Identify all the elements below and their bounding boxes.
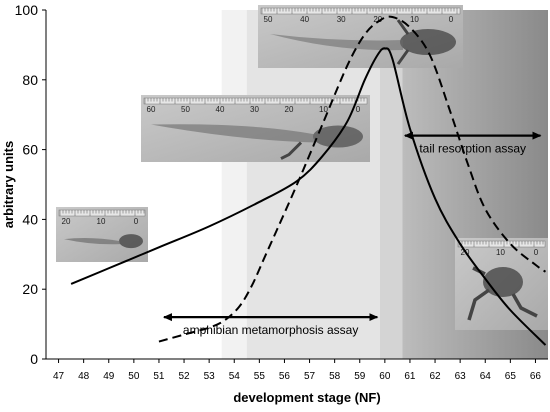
ruler-label: 0 xyxy=(449,15,454,24)
ruler-label: 0 xyxy=(356,105,361,114)
x-tick-label: 55 xyxy=(254,371,266,382)
ruler-label: 20 xyxy=(373,15,382,24)
photo-inset-tadpole-early: 20 10 0 xyxy=(56,207,148,262)
ruler-strip xyxy=(457,240,546,248)
x-tick-label: 58 xyxy=(329,371,341,382)
x-tick-label: 66 xyxy=(530,371,542,382)
ruler-label: 40 xyxy=(300,15,309,24)
ruler-label: 10 xyxy=(319,105,328,114)
ruler-label: 10 xyxy=(97,217,106,226)
y-tick-label: 0 xyxy=(30,351,38,367)
ruler-label: 50 xyxy=(181,105,190,114)
x-tick-label: 63 xyxy=(455,371,467,382)
ruler-label: 50 xyxy=(264,15,273,24)
y-tick-label: 60 xyxy=(22,142,38,158)
ruler-label: 20 xyxy=(62,217,71,226)
x-tick-label: 50 xyxy=(128,371,140,382)
photo-inset-froglet: 20 10 0 xyxy=(455,238,548,330)
background-band-0 xyxy=(46,10,222,359)
x-tick-label: 54 xyxy=(229,371,241,382)
background-band-2 xyxy=(246,10,380,359)
photo-inset-tadpole-forelimb: 50 40 30 20 10 0 xyxy=(258,5,463,68)
annotation-label-0: amphibian metamorphosis assay xyxy=(183,323,358,337)
x-axis-title: development stage (NF) xyxy=(233,390,380,405)
x-tick-label: 61 xyxy=(404,371,416,382)
x-tick-label: 65 xyxy=(505,371,517,382)
ruler-label: 30 xyxy=(250,105,259,114)
ruler-strip xyxy=(143,97,368,105)
ruler-strip xyxy=(260,7,461,15)
legs xyxy=(396,19,410,65)
x-tick-label: 47 xyxy=(53,371,65,382)
x-tick-label: 56 xyxy=(279,371,291,382)
x-tick-label: 53 xyxy=(204,371,216,382)
ruler-label: 20 xyxy=(285,105,294,114)
ruler-label: 0 xyxy=(134,217,139,226)
tadpole-tail xyxy=(270,34,403,51)
ruler-label: 40 xyxy=(216,105,225,114)
x-tick-label: 49 xyxy=(103,371,115,382)
tadpole-tail xyxy=(64,237,120,245)
ruler-label: 30 xyxy=(337,15,346,24)
x-tick-label: 51 xyxy=(153,371,165,382)
y-tick-label: 20 xyxy=(22,281,38,297)
series-solid-line xyxy=(70,47,547,346)
photo-inset-tadpole-hindlimb: 60 50 40 30 20 10 0 xyxy=(141,95,370,162)
y-tick-label: 80 xyxy=(22,72,38,88)
x-tick-label: 60 xyxy=(379,371,391,382)
y-tick-label: 100 xyxy=(15,2,39,18)
series-dashed-line xyxy=(158,15,547,343)
frog-body xyxy=(483,267,523,297)
background-band-3 xyxy=(379,10,403,359)
x-tick-label: 59 xyxy=(354,371,366,382)
x-tick-label: 52 xyxy=(178,371,190,382)
hind-leg xyxy=(280,141,303,160)
ruler-label: 0 xyxy=(534,248,539,257)
x-tick-label: 62 xyxy=(429,371,441,382)
background-band-1 xyxy=(221,10,247,359)
y-tick-label: 40 xyxy=(22,211,38,227)
annotation-label-1: tail resorption assay xyxy=(419,142,526,156)
tadpole-body xyxy=(119,234,143,249)
ruler-label: 10 xyxy=(410,15,419,24)
tadpole-tail xyxy=(151,124,316,143)
ruler-label: 60 xyxy=(147,105,156,114)
ruler-label: 10 xyxy=(496,248,505,257)
x-tick-label: 48 xyxy=(78,371,90,382)
y-axis-title: arbitrary units xyxy=(1,141,16,228)
tadpole-body xyxy=(400,29,456,56)
x-tick-label: 64 xyxy=(480,371,492,382)
x-tick-label: 57 xyxy=(304,371,316,382)
